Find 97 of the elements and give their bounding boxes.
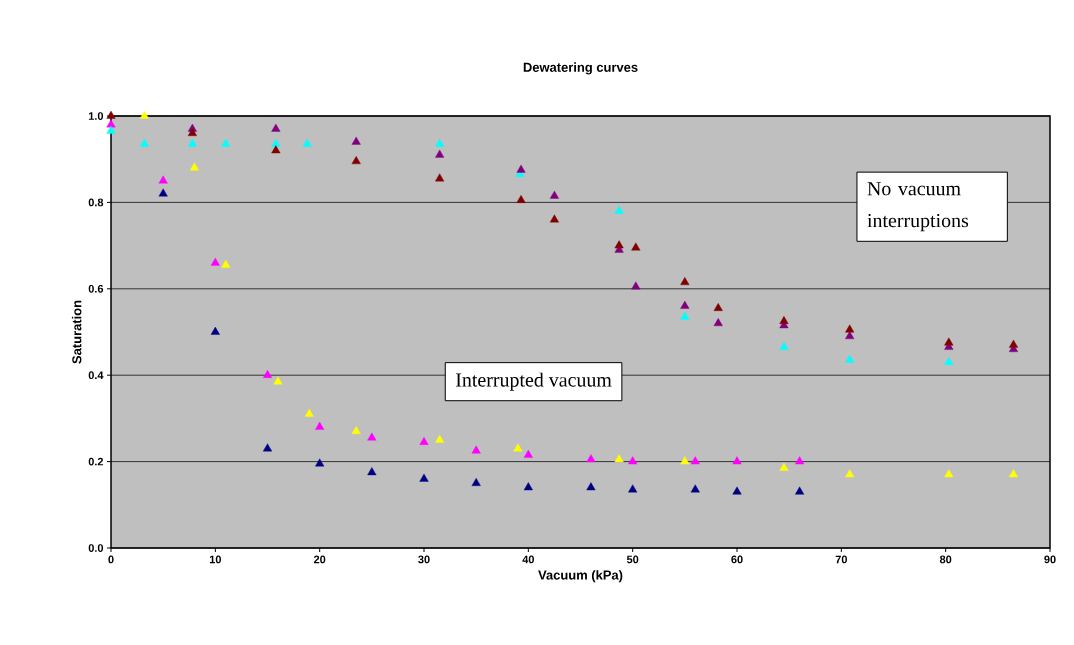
x-tick-label: 90 — [1044, 555, 1056, 564]
point — [304, 408, 314, 417]
point — [631, 242, 641, 251]
point — [523, 482, 533, 491]
point — [471, 445, 481, 454]
point — [351, 156, 361, 165]
point — [262, 443, 273, 452]
x-tick-label: 60 — [731, 555, 743, 564]
chart-title: Dewatering curves — [523, 62, 638, 75]
x-tick-label: 30 — [418, 555, 430, 564]
point — [435, 434, 445, 443]
point — [139, 138, 149, 147]
point — [315, 421, 325, 430]
point — [1008, 339, 1019, 348]
point — [845, 324, 855, 333]
y-tick-label: 0.4 — [88, 371, 104, 380]
point — [513, 443, 523, 452]
point — [614, 205, 624, 214]
y-tick-label: 0.0 — [88, 544, 104, 552]
point — [680, 311, 690, 320]
point — [944, 337, 954, 346]
point — [795, 486, 805, 495]
point — [271, 123, 281, 132]
x-tick-label: 20 — [313, 555, 326, 564]
annotation: No vacuum interruptions — [867, 182, 969, 232]
point — [106, 125, 116, 134]
x-tick-label: 70 — [835, 555, 847, 564]
point — [944, 357, 954, 365]
point — [273, 376, 283, 385]
point — [586, 454, 596, 463]
point — [271, 145, 281, 154]
point — [549, 190, 559, 199]
point — [106, 110, 116, 119]
point — [302, 138, 312, 147]
point — [187, 138, 197, 147]
point — [713, 318, 723, 327]
point — [713, 303, 723, 311]
point — [845, 469, 855, 478]
point — [158, 188, 168, 197]
point — [435, 138, 445, 147]
point — [471, 478, 481, 486]
point — [680, 277, 690, 286]
point — [631, 281, 641, 290]
point — [210, 257, 220, 266]
point — [614, 240, 624, 249]
x-tick-label: 10 — [209, 555, 221, 564]
y-tick-label: 0.8 — [88, 198, 104, 207]
point — [523, 449, 533, 458]
point — [845, 354, 855, 363]
x-tick-label: 0 — [108, 555, 114, 564]
y-tick-label: 0.6 — [88, 284, 104, 293]
y-tick-label: 1.0 — [88, 112, 104, 120]
point — [189, 162, 199, 171]
point — [435, 149, 445, 158]
point — [315, 458, 325, 467]
point — [106, 119, 116, 128]
point — [419, 473, 429, 482]
point — [628, 456, 638, 465]
point — [516, 164, 526, 173]
point — [367, 467, 377, 476]
point — [419, 436, 429, 445]
point — [549, 214, 559, 223]
point — [367, 432, 377, 441]
y-tick-label: 0.2 — [88, 457, 104, 466]
point — [732, 456, 742, 465]
point — [139, 110, 149, 119]
x-tick-label: 80 — [939, 555, 952, 564]
point — [690, 456, 700, 465]
point — [732, 486, 742, 495]
point — [516, 195, 526, 203]
point — [221, 259, 231, 268]
point — [944, 469, 954, 478]
annotation: Interrupted vacuum — [455, 372, 612, 391]
point — [351, 136, 361, 145]
point — [262, 370, 273, 378]
point — [779, 341, 789, 350]
point — [795, 456, 805, 465]
point — [690, 484, 700, 493]
point — [187, 128, 197, 136]
x-axis-title: Vacuum (kPa) — [538, 570, 623, 583]
point — [779, 462, 789, 471]
point — [628, 484, 638, 493]
point — [779, 316, 789, 324]
point — [845, 331, 855, 340]
point — [221, 138, 231, 147]
x-tick-label: 40 — [522, 555, 534, 564]
y-axis-title: Saturation — [71, 300, 82, 364]
point — [680, 300, 690, 309]
x-tick-label: 50 — [626, 555, 639, 564]
point — [351, 426, 361, 435]
point — [680, 456, 690, 465]
point — [158, 175, 168, 184]
point — [586, 482, 596, 491]
point — [210, 326, 220, 335]
point — [614, 454, 624, 463]
point — [435, 173, 445, 182]
point — [1008, 469, 1019, 478]
